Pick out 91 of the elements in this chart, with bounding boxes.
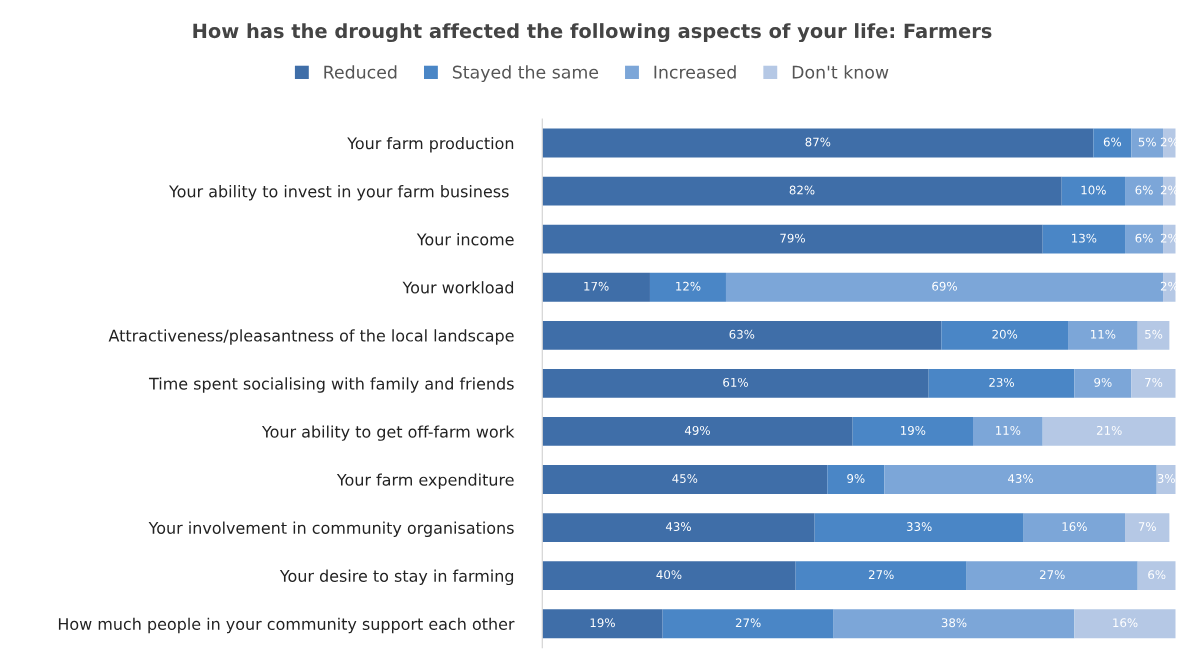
- data-label: 87%: [805, 137, 831, 147]
- bar: [542, 609, 663, 639]
- legend-label: Stayed the same: [452, 65, 599, 82]
- bar: [1131, 368, 1176, 398]
- data-label: 13%: [1072, 233, 1097, 243]
- y-tick-label: Attractiveness/pleasantness of the local landscape: [108, 329, 514, 345]
- data-label: 17%: [584, 281, 609, 291]
- bar: [649, 272, 726, 302]
- data-label: 40%: [656, 570, 682, 580]
- data-label: 38%: [941, 618, 967, 628]
- data-label: 5%: [1145, 329, 1163, 339]
- bar: [1023, 513, 1126, 543]
- data-label: 43%: [1007, 474, 1033, 483]
- bar: [827, 465, 885, 494]
- data-label: 9%: [1094, 377, 1112, 387]
- bar: [1068, 320, 1138, 350]
- data-label: 82%: [789, 185, 815, 195]
- bar: [928, 368, 1075, 398]
- data-label: 16%: [1062, 522, 1087, 532]
- data-label: 9%: [847, 474, 865, 483]
- y-tick-label: Your workload: [402, 281, 514, 294]
- bar: [884, 465, 1157, 494]
- bar: [966, 561, 1138, 591]
- data-label: 6%: [1135, 233, 1153, 243]
- bar: [542, 272, 650, 302]
- bar: [973, 417, 1043, 446]
- bar: [542, 561, 796, 591]
- y-tick-label: Your involvement in community organisations: [148, 521, 514, 537]
- bar: [542, 513, 815, 543]
- bar: [833, 609, 1075, 639]
- bar: [542, 417, 853, 446]
- y-tick-label: Your farm expenditure: [336, 473, 514, 489]
- bar: [542, 128, 1094, 158]
- data-label: 12%: [676, 281, 701, 291]
- bar: [1137, 561, 1176, 591]
- bar: [1137, 320, 1170, 350]
- bar: [1042, 224, 1126, 254]
- legend-label: Reduced: [324, 65, 397, 79]
- bar: [1074, 609, 1176, 639]
- bar: [1061, 176, 1126, 206]
- bar: [1074, 368, 1132, 398]
- data-label: 79%: [780, 233, 805, 243]
- y-tick-label: Your ability to invest in your farm business: [169, 185, 509, 201]
- bar: [542, 176, 1062, 206]
- data-label: 23%: [989, 377, 1014, 387]
- data-label: 49%: [684, 425, 710, 435]
- data-label: 11%: [1091, 329, 1116, 339]
- data-label: 6%: [1103, 137, 1122, 147]
- data-label: 16%: [1113, 618, 1138, 628]
- y-tick-label: Your desire to stay in farming: [279, 569, 514, 586]
- data-label: 7%: [1145, 377, 1163, 387]
- data-label: 20%: [992, 329, 1018, 339]
- bar: [542, 224, 1043, 254]
- data-label: 27%: [1039, 570, 1065, 580]
- data-label: 43%: [665, 522, 691, 532]
- data-label: 7%: [1138, 522, 1156, 532]
- bar: [542, 368, 929, 398]
- bar: [542, 465, 828, 494]
- data-label: 21%: [1096, 425, 1122, 435]
- data-label: 69%: [932, 281, 957, 291]
- legend-label: Don't know: [792, 65, 889, 79]
- data-label: 63%: [729, 329, 755, 339]
- data-label: 3%: [1157, 474, 1175, 483]
- data-label: 19%: [590, 618, 615, 628]
- y-tick-label: How much people in your community support each other: [58, 617, 515, 634]
- bar: [1125, 513, 1170, 543]
- data-label: 6%: [1148, 570, 1166, 580]
- legend-label: Increased: [654, 65, 736, 79]
- y-tick-label: Time spent socialising with family and friends: [148, 377, 514, 393]
- data-label: 6%: [1135, 185, 1153, 195]
- chart-title: How has the drought affected the following aspects of your life: Farmers: [193, 23, 992, 43]
- data-label: 27%: [735, 618, 761, 628]
- data-label: 27%: [868, 570, 894, 580]
- bar: [795, 561, 967, 591]
- bar: [1042, 417, 1176, 446]
- data-label: 61%: [723, 377, 748, 387]
- bar: [941, 320, 1069, 350]
- bar: [662, 609, 834, 639]
- data-label: 33%: [906, 522, 932, 532]
- bar: [814, 513, 1024, 543]
- data-label: 11%: [996, 425, 1021, 435]
- y-tick-label: Your income: [416, 233, 514, 246]
- bar: [852, 417, 974, 446]
- data-label: 19%: [901, 425, 926, 435]
- y-tick-label: Your ability to get off-farm work: [261, 425, 515, 441]
- bar: [542, 320, 942, 350]
- bar: [1093, 128, 1132, 158]
- y-tick-label: Your farm production: [347, 136, 514, 153]
- data-label: 5%: [1138, 137, 1156, 147]
- data-label: 45%: [672, 474, 698, 483]
- data-label: 10%: [1081, 185, 1106, 195]
